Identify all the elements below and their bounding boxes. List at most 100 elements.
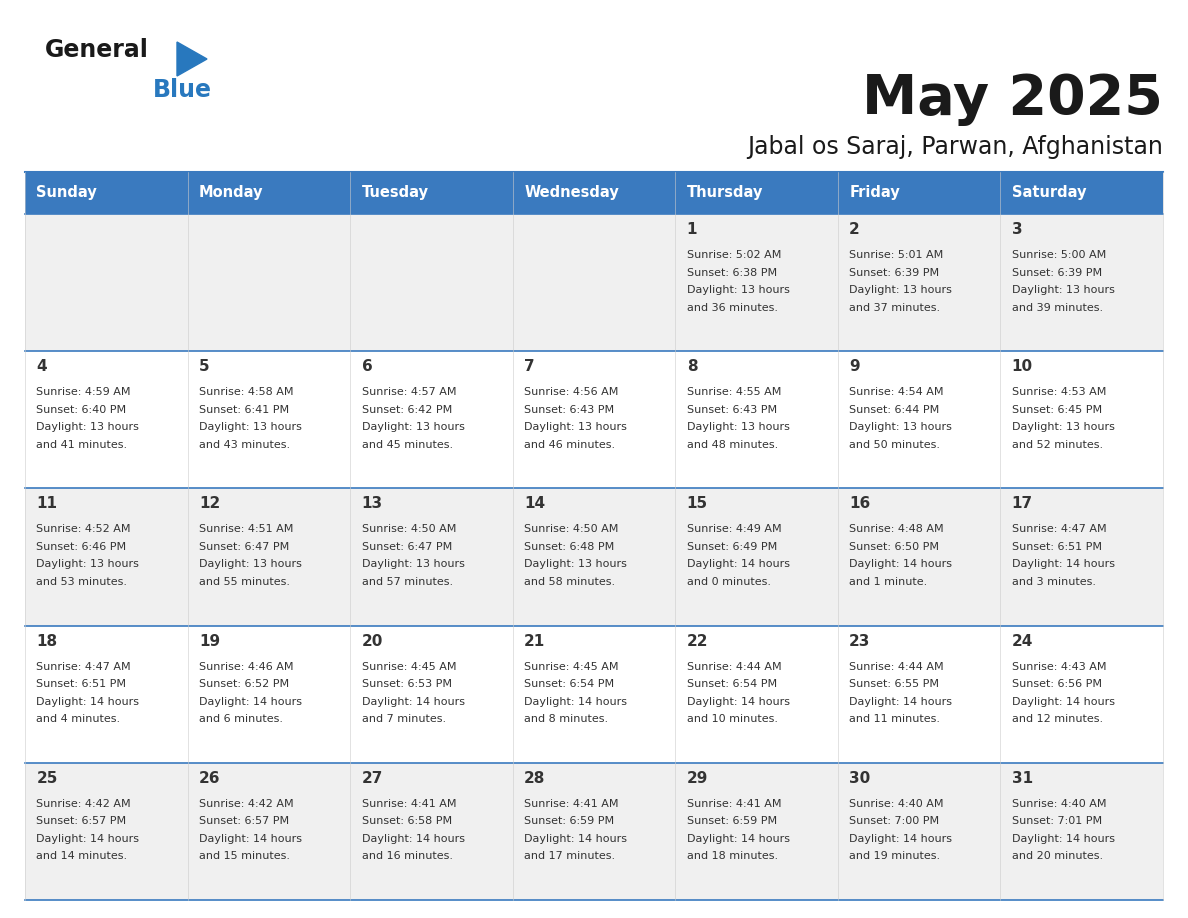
Bar <box>1000 214 1163 352</box>
Text: 7: 7 <box>524 359 535 375</box>
Bar <box>838 763 1000 900</box>
Text: and 14 minutes.: and 14 minutes. <box>37 851 127 861</box>
Bar <box>1000 488 1163 625</box>
Text: Daylight: 14 hours: Daylight: 14 hours <box>849 559 953 569</box>
Text: Sunset: 6:59 PM: Sunset: 6:59 PM <box>687 816 777 826</box>
Text: 3: 3 <box>1012 222 1023 237</box>
Text: and 46 minutes.: and 46 minutes. <box>524 440 615 450</box>
Text: 27: 27 <box>361 771 383 786</box>
Text: and 19 minutes.: and 19 minutes. <box>849 851 941 861</box>
Bar <box>675 352 838 488</box>
Text: and 4 minutes.: and 4 minutes. <box>37 714 120 724</box>
Text: Sunday: Sunday <box>37 185 97 200</box>
Bar <box>350 625 513 763</box>
Text: 10: 10 <box>1012 359 1032 375</box>
Bar <box>838 488 1000 625</box>
Text: Sunset: 6:51 PM: Sunset: 6:51 PM <box>1012 542 1101 552</box>
Text: 23: 23 <box>849 633 871 649</box>
Text: Sunrise: 4:49 AM: Sunrise: 4:49 AM <box>687 524 782 534</box>
Bar <box>25 488 188 625</box>
Bar <box>25 625 188 763</box>
Text: Daylight: 14 hours: Daylight: 14 hours <box>37 697 139 707</box>
Text: Sunset: 6:39 PM: Sunset: 6:39 PM <box>849 267 940 277</box>
Text: 15: 15 <box>687 497 708 511</box>
Text: 22: 22 <box>687 633 708 649</box>
Text: Sunset: 6:53 PM: Sunset: 6:53 PM <box>361 679 451 689</box>
Text: Jabal os Saraj, Parwan, Afghanistan: Jabal os Saraj, Parwan, Afghanistan <box>747 135 1163 159</box>
Text: 2: 2 <box>849 222 860 237</box>
Text: and 39 minutes.: and 39 minutes. <box>1012 303 1102 312</box>
Text: 4: 4 <box>37 359 48 375</box>
Text: General: General <box>45 38 148 62</box>
Text: Sunrise: 5:02 AM: Sunrise: 5:02 AM <box>687 250 781 260</box>
Text: Sunset: 6:43 PM: Sunset: 6:43 PM <box>687 405 777 415</box>
Bar <box>188 488 350 625</box>
Text: Daylight: 14 hours: Daylight: 14 hours <box>1012 834 1114 844</box>
Text: Sunset: 7:00 PM: Sunset: 7:00 PM <box>849 816 940 826</box>
Text: and 20 minutes.: and 20 minutes. <box>1012 851 1102 861</box>
Text: Sunrise: 4:44 AM: Sunrise: 4:44 AM <box>687 662 782 672</box>
Text: and 45 minutes.: and 45 minutes. <box>361 440 453 450</box>
Text: and 48 minutes.: and 48 minutes. <box>687 440 778 450</box>
Text: Daylight: 14 hours: Daylight: 14 hours <box>361 834 465 844</box>
Text: Sunrise: 4:41 AM: Sunrise: 4:41 AM <box>687 799 782 809</box>
Text: Wednesday: Wednesday <box>524 185 619 200</box>
Bar <box>25 214 188 352</box>
Text: Sunrise: 4:45 AM: Sunrise: 4:45 AM <box>361 662 456 672</box>
Bar <box>350 172 513 214</box>
Text: Sunrise: 4:58 AM: Sunrise: 4:58 AM <box>198 387 293 397</box>
Text: Sunrise: 4:48 AM: Sunrise: 4:48 AM <box>849 524 943 534</box>
Text: and 55 minutes.: and 55 minutes. <box>198 577 290 587</box>
Bar <box>838 352 1000 488</box>
Bar <box>513 488 675 625</box>
Text: Daylight: 13 hours: Daylight: 13 hours <box>524 422 627 432</box>
Bar <box>1000 625 1163 763</box>
Text: Thursday: Thursday <box>687 185 763 200</box>
Text: Sunset: 6:59 PM: Sunset: 6:59 PM <box>524 816 614 826</box>
Bar <box>25 172 188 214</box>
Bar <box>838 625 1000 763</box>
Bar <box>188 625 350 763</box>
Text: and 11 minutes.: and 11 minutes. <box>849 714 940 724</box>
Text: Daylight: 13 hours: Daylight: 13 hours <box>361 559 465 569</box>
Bar <box>513 625 675 763</box>
Text: and 53 minutes.: and 53 minutes. <box>37 577 127 587</box>
Bar <box>513 352 675 488</box>
Text: 28: 28 <box>524 771 545 786</box>
Text: and 36 minutes.: and 36 minutes. <box>687 303 778 312</box>
Text: Sunset: 6:39 PM: Sunset: 6:39 PM <box>1012 267 1102 277</box>
Bar <box>1000 172 1163 214</box>
Text: Sunrise: 4:42 AM: Sunrise: 4:42 AM <box>198 799 293 809</box>
Bar <box>513 172 675 214</box>
Text: and 43 minutes.: and 43 minutes. <box>198 440 290 450</box>
Text: Daylight: 14 hours: Daylight: 14 hours <box>849 697 953 707</box>
Text: Saturday: Saturday <box>1012 185 1086 200</box>
Text: Sunset: 6:56 PM: Sunset: 6:56 PM <box>1012 679 1101 689</box>
Text: Sunset: 6:45 PM: Sunset: 6:45 PM <box>1012 405 1102 415</box>
Text: and 1 minute.: and 1 minute. <box>849 577 928 587</box>
Text: Sunset: 6:46 PM: Sunset: 6:46 PM <box>37 542 126 552</box>
Text: and 41 minutes.: and 41 minutes. <box>37 440 127 450</box>
Text: Sunrise: 4:59 AM: Sunrise: 4:59 AM <box>37 387 131 397</box>
Text: Daylight: 14 hours: Daylight: 14 hours <box>849 834 953 844</box>
Bar <box>25 763 188 900</box>
Text: 5: 5 <box>198 359 209 375</box>
Bar <box>350 763 513 900</box>
Text: Monday: Monday <box>198 185 264 200</box>
Text: Daylight: 14 hours: Daylight: 14 hours <box>37 834 139 844</box>
Text: Daylight: 13 hours: Daylight: 13 hours <box>849 422 952 432</box>
Text: Sunrise: 4:41 AM: Sunrise: 4:41 AM <box>524 799 619 809</box>
Text: and 17 minutes.: and 17 minutes. <box>524 851 615 861</box>
Text: Daylight: 14 hours: Daylight: 14 hours <box>198 697 302 707</box>
Text: and 57 minutes.: and 57 minutes. <box>361 577 453 587</box>
Text: and 0 minutes.: and 0 minutes. <box>687 577 771 587</box>
Text: Sunrise: 4:44 AM: Sunrise: 4:44 AM <box>849 662 943 672</box>
Bar <box>188 172 350 214</box>
Text: and 12 minutes.: and 12 minutes. <box>1012 714 1102 724</box>
Bar <box>675 172 838 214</box>
Text: 12: 12 <box>198 497 220 511</box>
Text: Sunrise: 4:50 AM: Sunrise: 4:50 AM <box>524 524 619 534</box>
Text: Sunrise: 4:47 AM: Sunrise: 4:47 AM <box>37 662 131 672</box>
Text: Daylight: 13 hours: Daylight: 13 hours <box>1012 285 1114 295</box>
Text: Sunset: 6:50 PM: Sunset: 6:50 PM <box>849 542 940 552</box>
